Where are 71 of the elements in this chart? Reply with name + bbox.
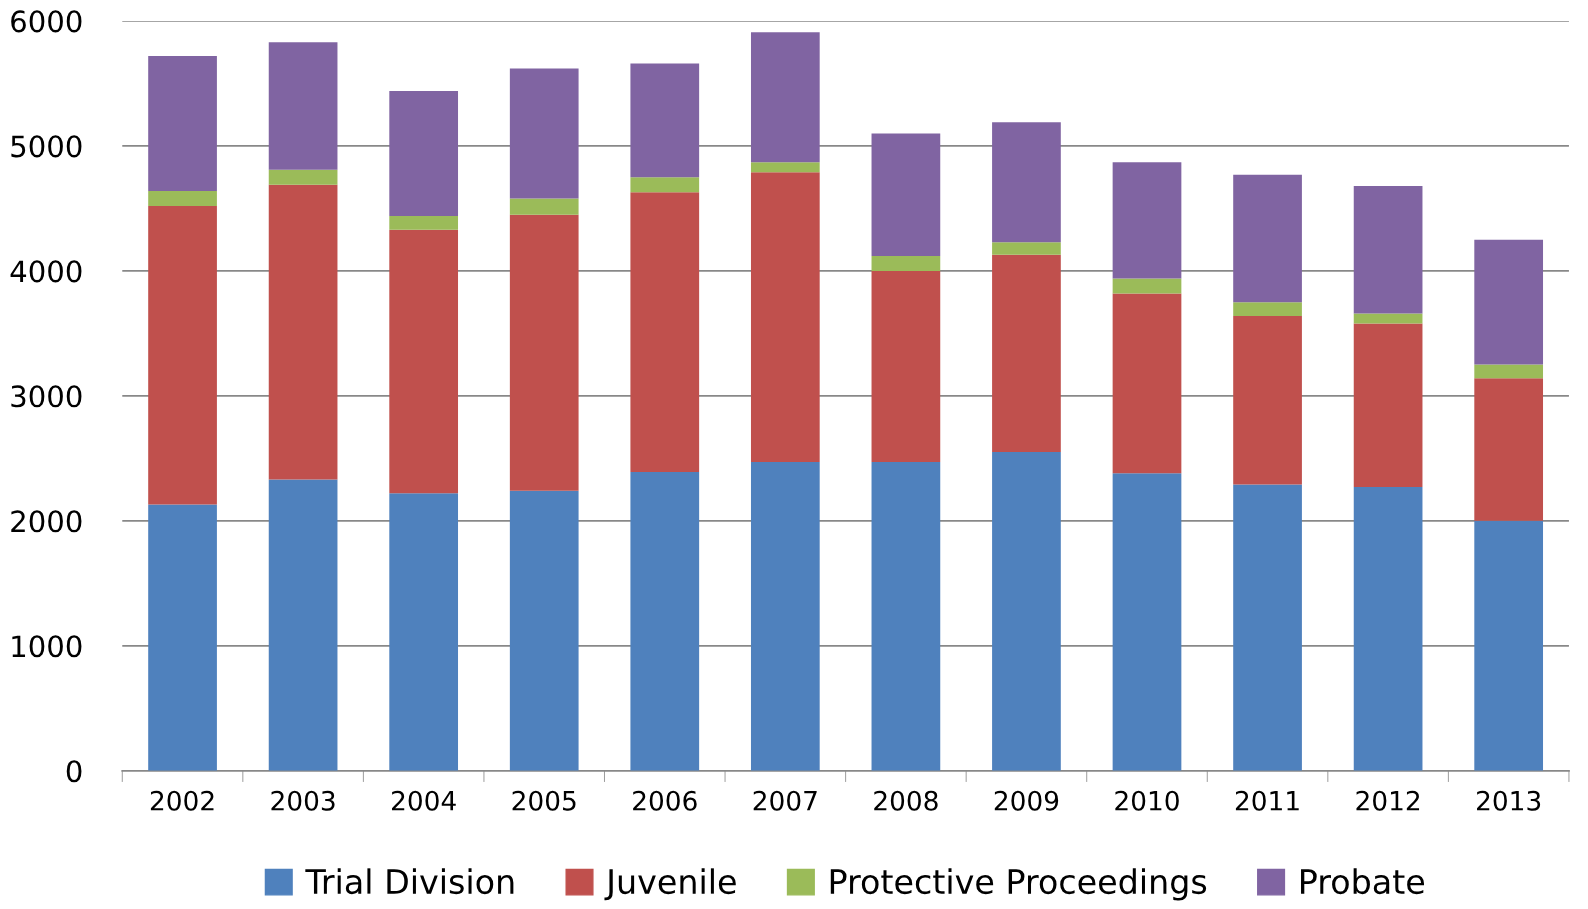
bar [992,254,1061,453]
bar [1353,323,1423,488]
bar [389,229,459,494]
bar [1353,313,1423,324]
bar [750,32,820,163]
bar [1112,162,1182,279]
legend-label: Trial Division [305,868,514,895]
bar [871,462,941,771]
bar [992,452,1061,771]
bar [268,42,338,170]
x-tick-label: 2005 [512,790,576,811]
y-tick-label: 5000 [11,135,82,158]
bar [389,215,459,230]
bar [389,493,459,771]
bar [1474,239,1544,365]
y-tick-label: 4000 [10,260,82,283]
y-tick-label: 6000 [11,10,82,33]
bar [1353,185,1423,314]
x-tick-label: 2003 [271,790,335,811]
bar [1474,520,1544,771]
bar [509,198,579,215]
y-tick-label: 1000 [12,635,82,658]
x-tick-label: 2006 [633,790,697,811]
bar [1233,302,1302,316]
bar [1233,484,1302,771]
bar [871,133,941,256]
bar [1233,315,1302,485]
y-tick-label: 2000 [11,510,82,533]
bar [268,479,338,771]
bar [148,55,217,191]
x-tick-label: 2009 [994,790,1059,811]
legend-label: Juvenile [604,868,736,901]
legend-label: Protective Proceedings [830,868,1207,901]
bar [630,63,700,178]
bar [1112,293,1182,474]
bar [750,462,820,771]
bar [1112,278,1182,294]
bar [148,205,217,505]
bar [992,122,1061,243]
y-tick-label: 0 [66,760,82,783]
x-tick-label: 2011 [1235,790,1299,811]
y-tick-label: 3000 [11,385,82,408]
x-tick-label: 2004 [392,790,456,811]
bar [268,184,338,480]
x-tick-label: 2002 [150,790,214,811]
bar [1474,364,1544,379]
x-tick-label: 2013 [1477,790,1541,811]
bar [148,504,217,771]
bar [1233,174,1302,303]
bar [871,270,941,463]
bar [992,242,1061,255]
bar [509,68,579,199]
bar [1474,378,1544,521]
bar [148,190,217,206]
bar [389,90,459,216]
bar [268,169,338,185]
legend-label: Probate [1301,868,1425,895]
bar [1112,473,1182,771]
bar [1353,487,1423,771]
bar [750,172,820,463]
x-tick-label: 2007 [753,790,817,811]
bar [630,192,700,473]
bar [630,472,700,771]
bar [509,214,579,491]
bar [509,490,579,771]
bar [871,255,941,271]
bar [630,177,700,193]
x-tick-label: 2012 [1356,790,1420,811]
bar [750,162,820,173]
x-tick-label: 2010 [1115,790,1179,811]
x-tick-label: 2008 [874,790,938,811]
